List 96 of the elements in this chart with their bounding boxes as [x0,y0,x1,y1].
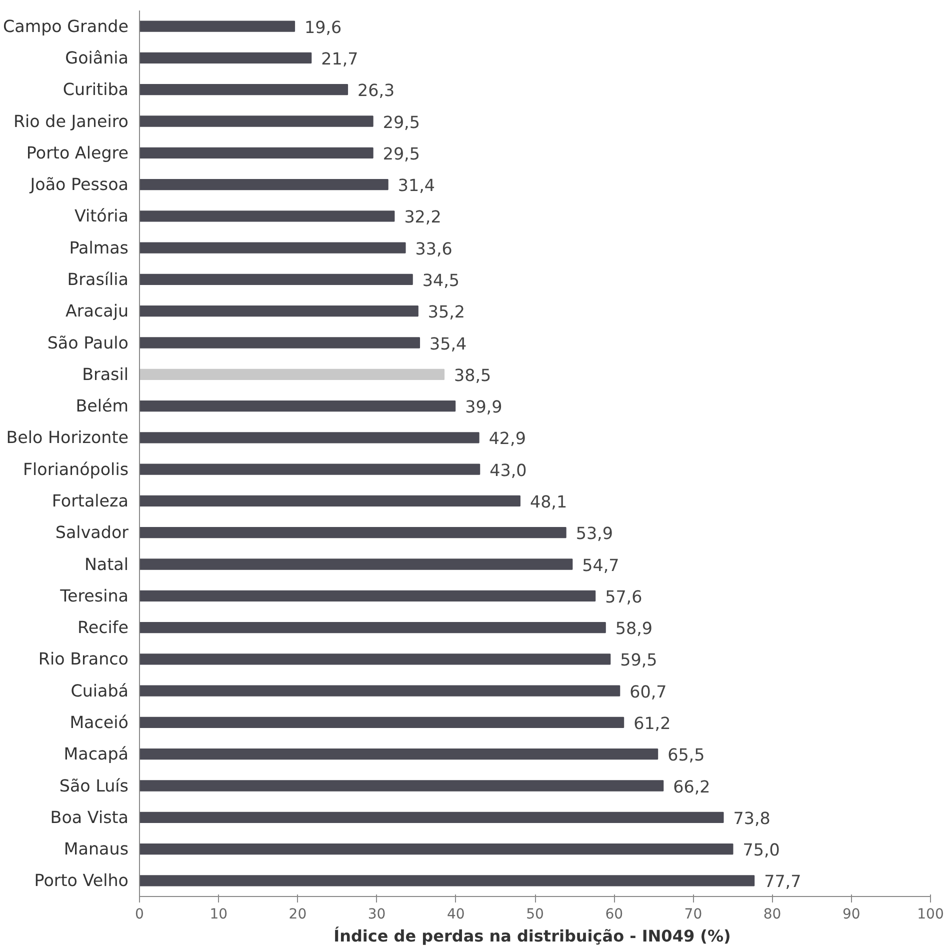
y-tick-label: Belém [76,396,129,416]
x-tick-label: 60 [605,906,624,922]
bar [140,622,606,634]
data-label: 19,6 [304,18,342,37]
y-tick-label: Curitiba [62,80,129,100]
bar [140,210,395,222]
data-label: 48,1 [530,492,568,512]
x-tick-label: 0 [135,906,144,922]
data-label: 38,5 [454,366,492,385]
y-tick-label: João Pessoa [29,175,129,194]
bar [140,527,566,538]
y-tick-label: Campo Grande [3,16,129,36]
bar [140,337,420,348]
y-tick-label: Porto Alegre [26,143,128,162]
data-label: 29,5 [382,112,420,132]
y-tick-label: Boa Vista [50,808,129,827]
bar [140,780,664,792]
x-tick-label: 50 [526,906,544,922]
bar [140,242,406,254]
data-label: 77,7 [764,872,802,892]
data-label: 75,0 [742,840,780,860]
data-label: 35,2 [428,302,466,322]
data-label: 65,5 [668,746,705,765]
y-tick-label: Porto Velho [34,871,129,890]
x-tick-label: 40 [446,906,465,922]
y-tick-label: Teresina [59,586,128,606]
data-label: 66,2 [673,777,710,796]
data-label: 26,3 [358,81,395,100]
bar [140,274,413,286]
data-label: 21,7 [321,49,358,68]
data-label: 57,6 [605,587,642,606]
x-tick-label: 100 [917,906,944,922]
y-tick-label: Goiânia [65,48,129,68]
y-tick-label: Salvador [55,523,129,542]
bar [140,654,611,665]
bar [140,685,620,696]
y-tick-label: Macapá [64,744,129,764]
data-label: 53,9 [576,524,613,544]
data-label: 61,2 [634,714,671,733]
bar [140,558,573,570]
y-tick-label: Florianópolis [22,460,129,479]
data-label: 59,5 [620,650,658,670]
bar [140,590,596,602]
bar [140,84,348,96]
data-label: 39,9 [465,398,502,417]
data-label: 29,5 [382,144,420,164]
y-tick-label: Maceió [70,712,129,732]
x-tick-label: 70 [684,906,702,922]
bar [140,875,755,886]
bar [140,432,480,444]
bar [140,812,724,823]
x-tick-label: 10 [210,906,228,922]
bar [140,306,418,317]
bar [140,368,445,380]
data-label: 42,9 [488,429,526,448]
x-axis-title: Índice de perdas na distribuição - IN049 (%) [334,926,731,946]
bar [140,464,480,475]
y-tick-label: Aracaju [66,302,128,321]
x-tick-label: 80 [763,906,782,922]
data-label: 35,4 [430,334,467,354]
bar [140,716,624,728]
x-tick-label: 90 [842,906,860,922]
data-label: 73,8 [733,808,770,828]
y-tick-label: Brasil [82,364,129,384]
y-tick-label: São Luís [59,776,129,796]
bar [140,178,388,190]
y-tick-label: São Paulo [47,333,129,352]
data-label: 54,7 [582,556,620,575]
y-tick-label: Fortaleza [52,491,129,510]
data-label: 32,2 [404,208,442,227]
data-label: 34,5 [422,270,460,290]
y-tick-label: Vitória [74,206,129,226]
y-tick-label: Natal [84,554,129,574]
bar [140,748,658,760]
data-label: 31,4 [398,176,435,196]
y-tick-label: Brasília [67,270,128,289]
bar [140,495,520,507]
data-label: 60,7 [630,682,667,702]
bar [140,147,374,158]
bar [140,116,374,127]
x-tick-label: 20 [288,906,307,922]
data-label: 33,6 [415,239,452,258]
bar [140,52,312,64]
data-label: 43,0 [490,460,527,480]
data-label: 58,9 [615,619,652,638]
x-tick-label: 30 [368,906,386,922]
y-tick-label: Cuiabá [70,681,129,700]
y-tick-label: Palmas [69,238,129,258]
y-tick-label: Belo Horizonte [6,428,129,448]
bar [140,843,734,855]
bar [140,400,456,412]
y-tick-label: Recife [78,618,129,638]
y-tick-label: Rio Branco [38,650,129,669]
y-tick-label: Manaus [64,840,129,859]
bar [140,20,296,32]
y-tick-label: Rio de Janeiro [13,112,129,131]
